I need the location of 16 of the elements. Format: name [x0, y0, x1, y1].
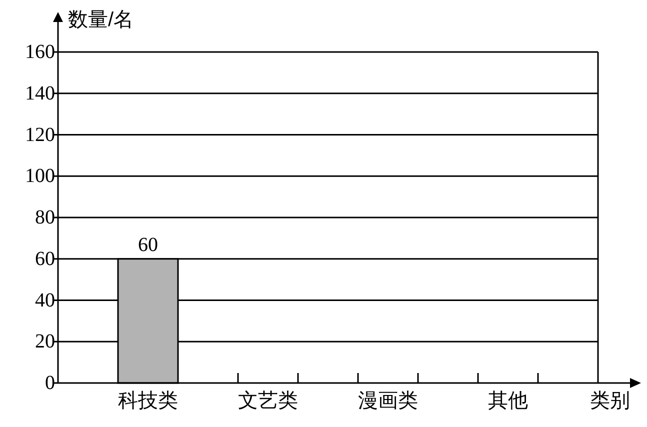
x-tick-label: 科技类	[118, 390, 178, 412]
y-tick-label: 100	[25, 165, 55, 188]
y-tick-label: 20	[35, 330, 55, 353]
y-tick-label: 160	[25, 41, 55, 63]
y-tick-label: 0	[45, 372, 55, 394]
x-axis-title: 类别	[590, 390, 630, 412]
y-tick-label: 40	[35, 289, 55, 312]
x-tick-label: 其他	[488, 390, 528, 412]
y-tick-label: 140	[25, 82, 55, 104]
y-tick-label: 80	[35, 206, 55, 228]
x-tick-label: 漫画类	[358, 390, 418, 412]
y-tick-label: 120	[25, 124, 55, 146]
data-label: 60	[138, 234, 158, 256]
x-tick-label: 文艺类	[238, 390, 298, 412]
y-tick-label: 60	[35, 248, 55, 270]
y-axis-title: 数量/名	[68, 9, 134, 31]
